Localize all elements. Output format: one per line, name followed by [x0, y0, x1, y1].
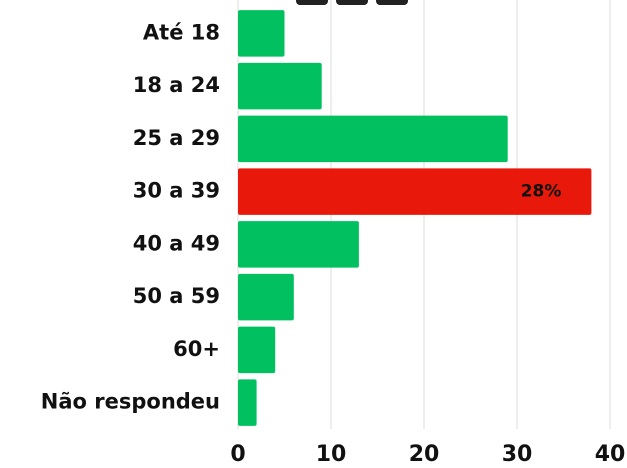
toolbar-button[interactable]: [296, 0, 328, 5]
bar: [238, 62, 322, 110]
y-tick-label: 30 a 39: [133, 179, 220, 203]
y-tick-label: 50 a 59: [133, 284, 220, 308]
y-tick-label: 60+: [173, 337, 220, 361]
x-tick-label: 10: [316, 442, 347, 467]
toolbar-button[interactable]: [376, 0, 408, 5]
y-tick-label: Não respondeu: [41, 390, 220, 414]
bar: [238, 115, 508, 163]
y-tick-label: 18 a 24: [133, 73, 220, 97]
x-tick-label: 30: [502, 442, 533, 467]
bar: [238, 326, 276, 374]
y-tick-label: Até 18: [143, 20, 220, 44]
x-tick-label: 0: [230, 442, 245, 467]
y-tick-label: 40 a 49: [133, 231, 220, 255]
bar: [238, 221, 359, 268]
bar: [238, 379, 257, 426]
annotation: 28%: [521, 182, 562, 202]
bar: [238, 10, 285, 57]
bar: [238, 168, 592, 215]
y-tick-label: 25 a 29: [133, 126, 220, 150]
toolbar-button[interactable]: [336, 0, 368, 5]
x-tick-label: 40: [595, 442, 626, 467]
x-tick-label: 20: [409, 442, 440, 467]
bar: [238, 273, 294, 321]
